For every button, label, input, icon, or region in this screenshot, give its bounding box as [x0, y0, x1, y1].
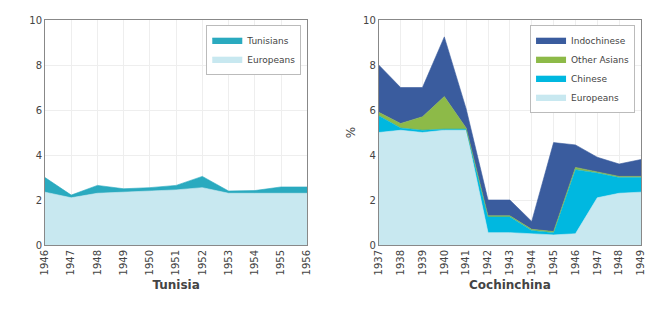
svg-text:10: 10 [29, 15, 42, 26]
svg-text:1947: 1947 [592, 250, 603, 275]
svg-text:0: 0 [36, 240, 42, 251]
svg-text:1944: 1944 [526, 250, 537, 275]
svg-text:1952: 1952 [197, 250, 208, 275]
svg-text:8: 8 [369, 60, 375, 71]
svg-text:1937: 1937 [373, 250, 384, 275]
svg-text:Cochinchina: Cochinchina [469, 278, 551, 292]
svg-text:Chinese: Chinese [571, 74, 607, 84]
svg-text:1949: 1949 [635, 250, 646, 275]
svg-text:2: 2 [369, 195, 375, 206]
svg-text:1956: 1956 [301, 250, 312, 275]
svg-text:1946: 1946 [39, 250, 50, 275]
svg-text:1948: 1948 [613, 250, 624, 275]
svg-text:6: 6 [36, 105, 42, 116]
svg-text:1942: 1942 [482, 250, 493, 275]
svg-text:0: 0 [369, 240, 375, 251]
svg-text:1939: 1939 [417, 250, 428, 275]
svg-text:Europeans: Europeans [571, 93, 619, 103]
svg-text:1953: 1953 [223, 250, 234, 275]
svg-text:10: 10 [363, 15, 376, 26]
svg-text:Europeans: Europeans [247, 55, 295, 65]
svg-text:1938: 1938 [395, 250, 406, 275]
svg-text:4: 4 [36, 150, 42, 161]
svg-text:4: 4 [369, 150, 375, 161]
svg-text:8: 8 [36, 60, 42, 71]
svg-text:Tunisia: Tunisia [152, 278, 199, 292]
svg-text:1955: 1955 [275, 250, 286, 275]
svg-text:Indochinese: Indochinese [571, 36, 626, 46]
svg-text:1949: 1949 [118, 250, 129, 275]
svg-text:1946: 1946 [570, 250, 581, 275]
svg-text:1947: 1947 [65, 250, 76, 275]
svg-text:1948: 1948 [92, 250, 103, 275]
svg-text:6: 6 [369, 105, 375, 116]
svg-text:1950: 1950 [144, 250, 155, 275]
svg-text:%: % [344, 127, 358, 138]
svg-text:1951: 1951 [170, 250, 181, 275]
svg-text:1943: 1943 [504, 250, 515, 275]
svg-text:1940: 1940 [439, 250, 450, 275]
svg-text:1941: 1941 [460, 250, 471, 275]
svg-text:1954: 1954 [249, 250, 260, 275]
svg-text:Other Asians: Other Asians [571, 55, 629, 65]
svg-text:2: 2 [36, 195, 42, 206]
svg-text:Tunisians: Tunisians [246, 36, 288, 46]
svg-text:1945: 1945 [548, 250, 559, 275]
